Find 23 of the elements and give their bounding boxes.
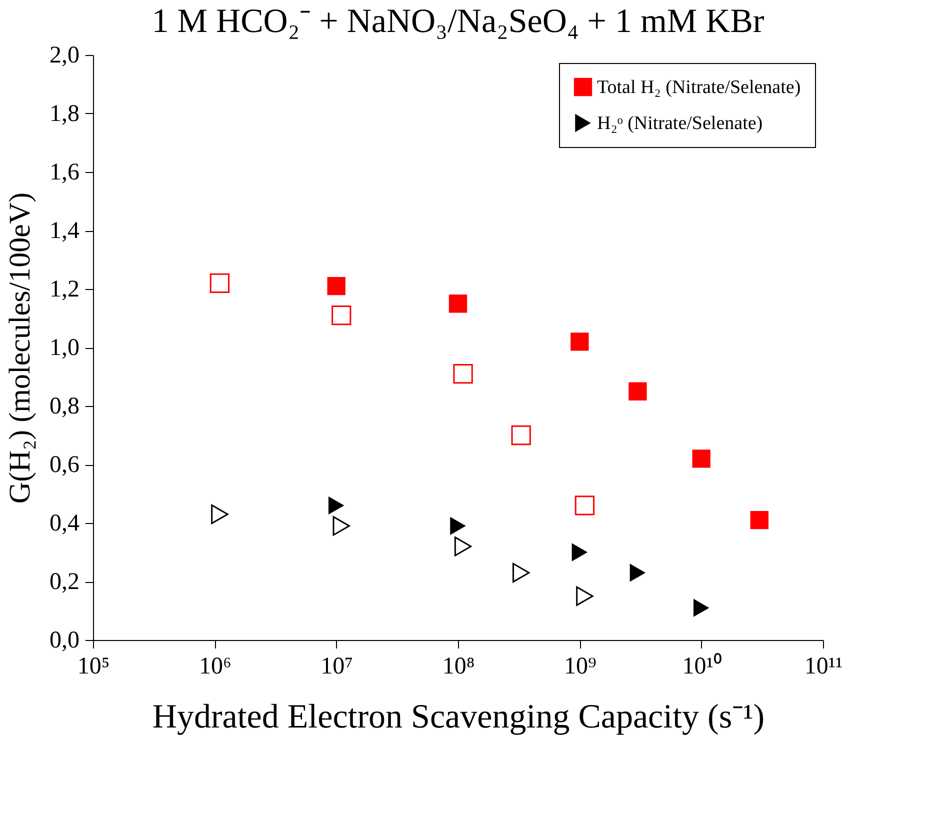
x-tick-label: 10⁶ — [198, 654, 232, 680]
y-tick-label: 1,8 — [50, 101, 80, 127]
y-tick-label: 0,6 — [50, 452, 80, 478]
x-axis-title: Hydrated Electron Scavenging Capacity (s⁻¹) — [152, 698, 765, 736]
x-tick-label: 10⁹ — [564, 654, 596, 680]
legend-label: Total H₂ (Nitrate/Selenate) — [597, 77, 801, 98]
y-tick-label: 1,0 — [50, 335, 80, 361]
y-tick-label: 1,2 — [50, 276, 80, 302]
y-axis-title: G(H₂) (molecules/100eV) — [4, 192, 36, 504]
legend-label: H₂ᵒ (Nitrate/Selenate) — [597, 113, 763, 134]
chart-title: 1 M HCO₂⁻ + NaNO₃/Na₂SeO₄ + 1 mM KBr — [152, 3, 765, 40]
y-tick-label: 0,8 — [50, 394, 80, 420]
y-tick-label: 1,4 — [50, 218, 80, 244]
y-tick-label: 2,0 — [50, 42, 80, 68]
x-tick-label: 10⁵ — [77, 654, 110, 680]
y-tick-label: 0,0 — [50, 628, 80, 654]
y-tick-label: 1,6 — [50, 160, 80, 186]
y-tick-label: 0,4 — [50, 510, 80, 536]
x-tick-label: 10⁷ — [320, 654, 354, 680]
y-tick-label: 0,2 — [50, 569, 80, 595]
x-tick-label: 10¹⁰ — [682, 652, 722, 680]
x-tick-label: 10¹¹ — [804, 654, 843, 680]
x-tick-label: 10⁸ — [442, 654, 475, 680]
